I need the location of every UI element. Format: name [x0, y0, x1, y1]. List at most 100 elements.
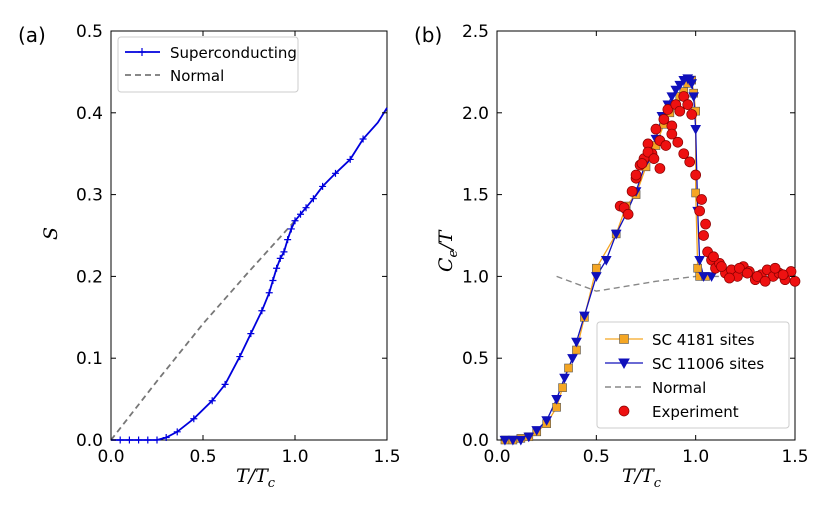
b-sc11006-point — [551, 395, 562, 405]
a-superconducting-point — [287, 225, 295, 233]
panel-a-marks — [110, 107, 388, 444]
b-sc11006-point — [515, 435, 527, 446]
b-sc11006-point — [706, 272, 717, 282]
b-experiment-point — [684, 156, 696, 168]
b-experiment-point — [698, 230, 709, 241]
panel-a-xlabel: T/Tc — [236, 465, 276, 491]
b-sc11006-point — [499, 435, 511, 446]
a-superconducting-point — [125, 436, 133, 444]
b-experiment-point — [724, 272, 735, 284]
legend-b-marker-sc11006 — [618, 358, 630, 370]
a-superconducting-point — [302, 204, 310, 212]
b-sc11006-point — [559, 373, 570, 384]
b-ytick-label: 2.0 — [462, 104, 489, 124]
panel-a-legend: Superconducting Normal — [117, 36, 299, 93]
legend-b-item-normal: Normal — [652, 379, 706, 397]
legend-b-item-experiment: Experiment — [652, 403, 739, 421]
b-experiment-point — [648, 153, 660, 164]
b-sc11006-point — [686, 79, 698, 89]
legend-swatches — [125, 48, 643, 417]
b-sc11006-point — [567, 354, 578, 364]
a-xtick-label: 0.0 — [97, 447, 124, 467]
a-superconducting-point — [276, 254, 284, 262]
a-superconducting-point — [331, 169, 339, 177]
b-experiment-point — [654, 163, 666, 174]
b-ytick-label: 0.0 — [462, 431, 489, 451]
b-sc11006-point — [600, 255, 612, 266]
legend-b-marker-experiment — [618, 405, 630, 417]
axis-ticks: 0.0 0.5 1.0 1.5 0.0 0.1 0.2 0.3 0.4 0.5 0.0 0.5 1.0 1… — [76, 22, 809, 467]
a-superconducting-point — [162, 434, 170, 442]
b-experiment-point — [662, 104, 674, 115]
b-experiment-point — [636, 158, 648, 169]
b-sc11006-point — [670, 85, 682, 96]
legend-a-item-normal: Normal — [170, 67, 224, 85]
b-experiment-point — [734, 262, 745, 274]
panel-a-label: (a) — [18, 23, 46, 47]
a-superconducting-point — [221, 380, 229, 388]
b-experiment-point — [741, 267, 753, 279]
a-superconducting-point — [190, 415, 198, 423]
legend-b-item-sc11006: SC 11006 sites — [652, 355, 764, 373]
b-experiment-point — [686, 109, 698, 120]
panel-b-legend-box — [596, 321, 790, 429]
b-experiment-point — [622, 208, 634, 220]
b-sc11006-point — [690, 125, 702, 135]
a-superconducting-point — [319, 182, 327, 190]
legend-a-marker-superconducting — [138, 48, 146, 56]
b-sc11006-point — [541, 416, 553, 426]
b-ytick-label: 0.5 — [462, 349, 489, 369]
b-xtick-label: 1.0 — [682, 447, 709, 467]
a-normal-line — [110, 220, 296, 441]
panel-a-frame — [110, 30, 388, 441]
b-ytick-label: 1.0 — [462, 267, 489, 287]
a-superconducting-point — [153, 436, 161, 444]
b-experiment-point — [700, 218, 711, 230]
a-superconducting-point — [135, 436, 143, 444]
b-experiment-point — [626, 185, 638, 197]
a-superconducting-point — [144, 436, 152, 444]
b-sc11006-point — [694, 255, 705, 266]
a-ytick-label: 0.4 — [76, 104, 103, 124]
a-superconducting-line — [111, 107, 388, 441]
a-superconducting-point — [116, 436, 124, 444]
b-experiment-point — [751, 271, 763, 282]
a-superconducting-point — [236, 353, 244, 361]
a-ytick-label: 0.5 — [76, 22, 103, 42]
a-superconducting-point — [284, 236, 292, 244]
a-superconducting-point — [265, 289, 273, 297]
a-superconducting-point — [297, 210, 305, 218]
a-superconducting-point — [346, 155, 354, 163]
b-sc11006-point — [674, 80, 686, 91]
a-xtick-label: 1.5 — [373, 447, 400, 467]
panel-b-label: (b) — [414, 23, 442, 47]
b-experiment-point — [789, 275, 801, 287]
b-sc11006-point — [610, 229, 622, 240]
panel-b-frame — [496, 30, 796, 441]
b-xtick-label: 0.5 — [583, 447, 610, 467]
b-experiment-point — [666, 128, 678, 140]
panel-b-xlabel: T/Tc — [622, 465, 662, 491]
panel-b-legend: SC 4181 sites SC 11006 sites Normal Expe… — [596, 321, 790, 429]
b-sc11006-point — [590, 272, 602, 282]
b-sc4181-point — [691, 188, 700, 198]
panel-b: (b) T/Tc Ce/T — [414, 23, 796, 491]
b-sc4181-point — [558, 383, 567, 392]
panel-a-legend-box — [117, 36, 299, 93]
b-experiment-point — [716, 261, 727, 272]
b-sc11006-point — [571, 337, 582, 348]
b-experiment-point — [769, 262, 781, 274]
panel-a: (a) T/Tc S — [18, 23, 388, 491]
panel-a-ylabel: S — [40, 227, 62, 240]
b-experiment-point — [696, 194, 707, 205]
b-experiment-point — [650, 123, 662, 135]
b-experiment-point — [690, 169, 702, 181]
b-experiment-point — [682, 99, 694, 110]
b-sc4181-point — [693, 263, 702, 273]
panel-b-marks — [499, 74, 801, 446]
b-sc11006-point — [688, 92, 700, 102]
a-superconducting-point — [208, 397, 216, 405]
a-superconducting-point — [173, 428, 181, 436]
b-experiment-point — [678, 148, 690, 160]
